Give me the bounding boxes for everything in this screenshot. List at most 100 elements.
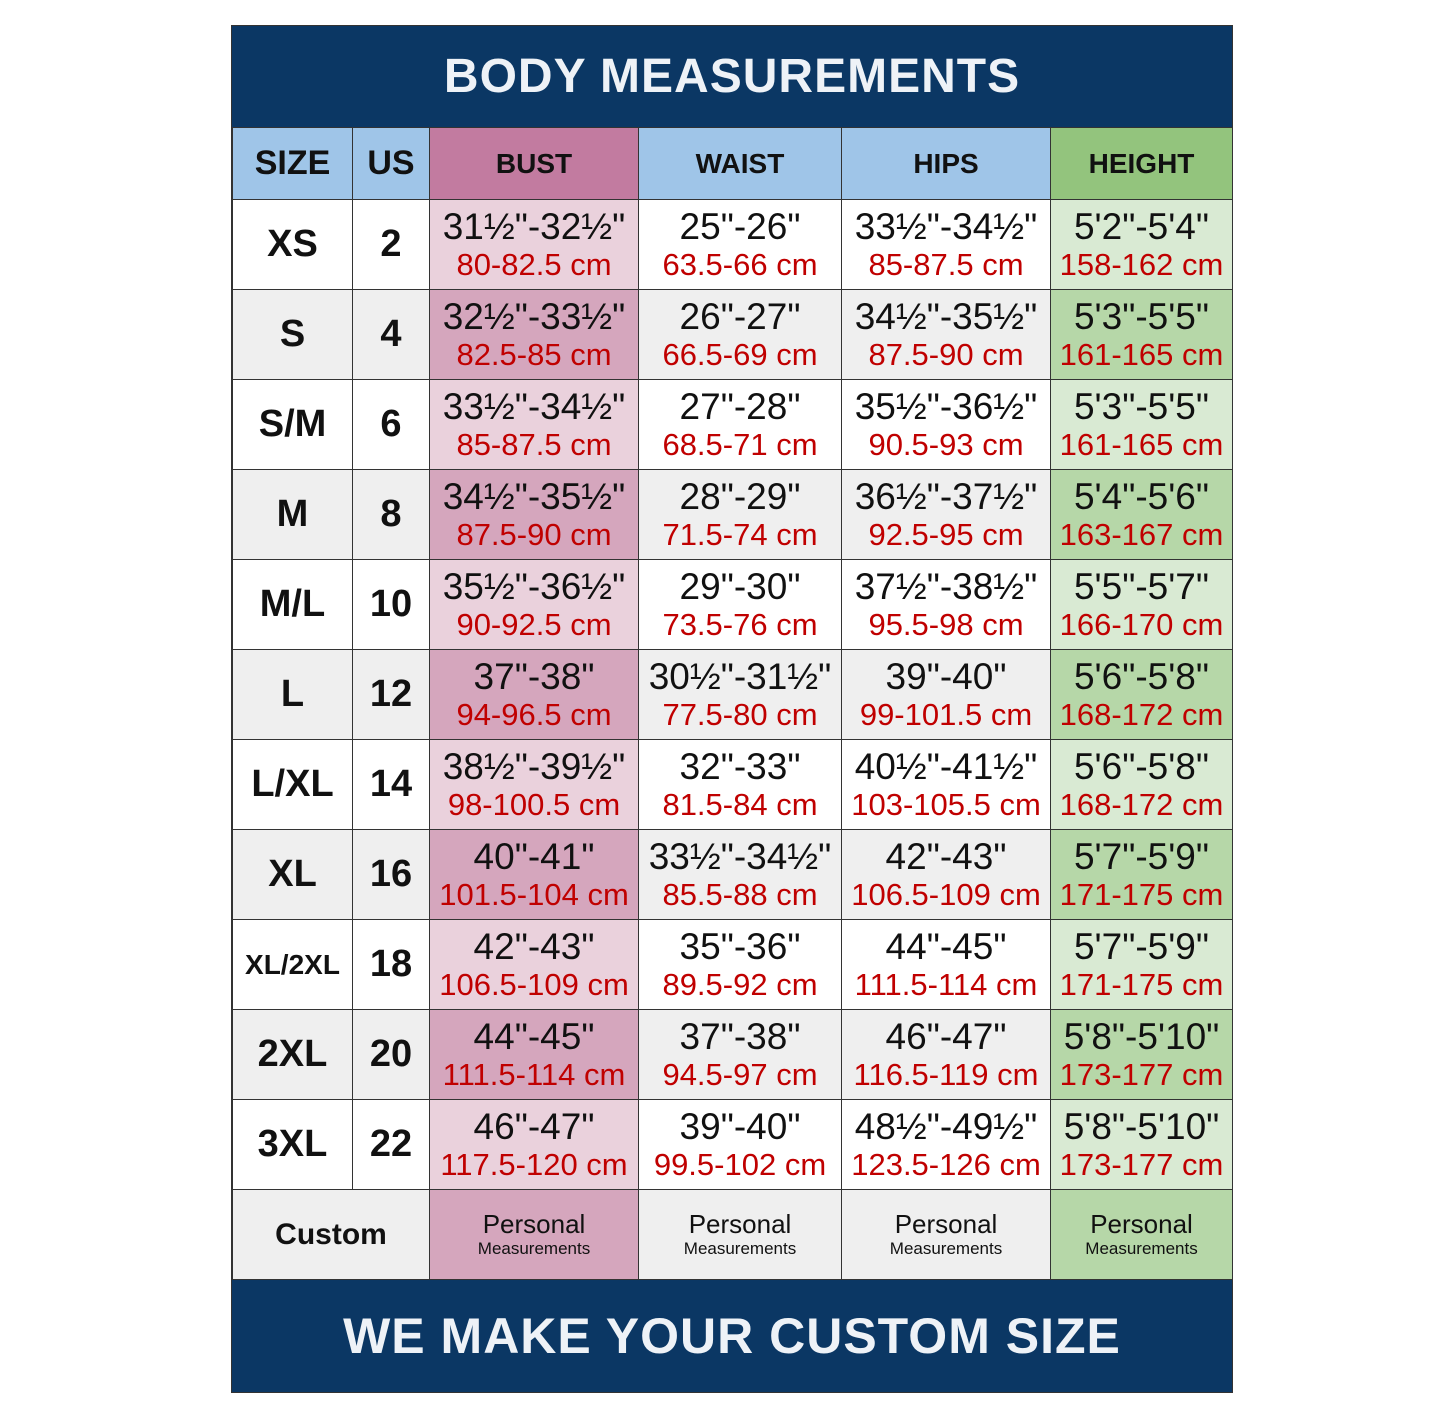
height-cell: 5'8"-5'10" 173-177 cm [1050, 1009, 1233, 1100]
hips-cell: 36½"-37½" 92.5-95 cm [841, 469, 1051, 560]
header-row: SIZE US BUST WAIST HIPS HEIGHT [232, 127, 1233, 200]
hips-inches: 34½"-35½" [854, 295, 1038, 337]
hips-cell: 33½"-34½" 85-87.5 cm [841, 199, 1051, 290]
waist-inches: 30½"-31½" [648, 655, 832, 697]
size-cell: L/XL [232, 739, 353, 830]
height-inches: 5'6"-5'8" [1073, 745, 1210, 787]
us-size: 8 [380, 493, 402, 535]
bust-cm: 106.5-109 cm [439, 966, 629, 1002]
waist-cell: 39"-40" 99.5-102 cm [638, 1099, 842, 1190]
us-cell: 12 [352, 649, 430, 740]
hips-inches: 36½"-37½" [854, 475, 1038, 517]
hips-inches: 33½"-34½" [854, 205, 1038, 247]
bust-cell: 40"-41" 101.5-104 cm [429, 829, 639, 920]
waist-cm: 68.5-71 cm [662, 426, 818, 462]
waist-inches: 27"-28" [679, 385, 801, 427]
waist-cm: 63.5-66 cm [662, 246, 818, 282]
us-size: 6 [380, 403, 402, 445]
header-bust: BUST [429, 127, 639, 200]
table-row: XL 16 40"-41" 101.5-104 cm 33½"-34½" 85.5-88 … [232, 829, 1233, 920]
height-inches: 5'3"-5'5" [1073, 295, 1210, 337]
us-size: 22 [369, 1123, 413, 1165]
waist-cm: 71.5-74 cm [662, 516, 818, 552]
waist-inches: 26"-27" [679, 295, 801, 337]
bust-inches: 40"-41" [473, 835, 595, 877]
height-cm: 163-167 cm [1059, 516, 1224, 552]
hips-cell: 35½"-36½" 90.5-93 cm [841, 379, 1051, 470]
bust-inches: 44"-45" [473, 1015, 595, 1057]
bust-cell: 37"-38" 94-96.5 cm [429, 649, 639, 740]
hips-inches: 44"-45" [885, 925, 1007, 967]
size-cell: S/M [232, 379, 353, 470]
custom-label: Custom [275, 1217, 387, 1251]
waist-inches: 29"-30" [679, 565, 801, 607]
height-custom-cell: Personal Measurements [1050, 1189, 1233, 1280]
size-label: S/M [258, 403, 327, 445]
size-label: M/L [259, 583, 326, 625]
hips-inches: 46"-47" [885, 1015, 1007, 1057]
us-cell: 18 [352, 919, 430, 1010]
bust-cell: 34½"-35½" 87.5-90 cm [429, 469, 639, 560]
table-row: S 4 32½"-33½" 82.5-85 cm 26"-27" 66.5-69 cm 34… [232, 289, 1233, 380]
bust-cm: 94-96.5 cm [456, 696, 612, 732]
us-size: 20 [369, 1033, 413, 1075]
bust-cm: 117.5-120 cm [440, 1146, 628, 1182]
bust-inches: 34½"-35½" [442, 475, 626, 517]
bust-inches: 31½"-32½" [442, 205, 626, 247]
size-cell: 3XL [232, 1099, 353, 1190]
size-cell: S [232, 289, 353, 380]
bust-cell: 46"-47" 117.5-120 cm [429, 1099, 639, 1190]
hips-cm: 106.5-109 cm [851, 876, 1041, 912]
table-row: S/M 6 33½"-34½" 85-87.5 cm 27"-28" 68.5-71 cm… [232, 379, 1233, 470]
height-inches: 5'5"-5'7" [1073, 565, 1210, 607]
header-hips: HIPS [841, 127, 1051, 200]
bust-inches: 46"-47" [473, 1105, 595, 1147]
custom-row: Custom Personal Measurements Personal Measur… [232, 1189, 1233, 1280]
hips-cm: 87.5-90 cm [868, 336, 1024, 372]
us-size: 10 [369, 583, 413, 625]
height-cm: 171-175 cm [1059, 966, 1224, 1002]
waist-cell: 35"-36" 89.5-92 cm [638, 919, 842, 1010]
hips-cm: 123.5-126 cm [851, 1146, 1041, 1182]
measurements-text: Measurements [1085, 1238, 1198, 1258]
height-cell: 5'4"-5'6" 163-167 cm [1050, 469, 1233, 560]
hips-cell: 48½"-49½" 123.5-126 cm [841, 1099, 1051, 1190]
waist-custom-cell: Personal Measurements [638, 1189, 842, 1280]
size-cell: XL/2XL [232, 919, 353, 1010]
size-label: L [280, 673, 305, 715]
measurements-text: Measurements [889, 1238, 1003, 1258]
us-size: 12 [369, 673, 413, 715]
bust-custom-cell: Personal Measurements [429, 1189, 639, 1280]
bust-cell: 42"-43" 106.5-109 cm [429, 919, 639, 1010]
height-inches: 5'3"-5'5" [1073, 385, 1210, 427]
waist-cm: 77.5-80 cm [662, 696, 818, 732]
measurements-text: Measurements [683, 1238, 797, 1258]
hips-cell: 40½"-41½" 103-105.5 cm [841, 739, 1051, 830]
waist-cm: 66.5-69 cm [662, 336, 818, 372]
hips-custom-cell: Personal Measurements [841, 1189, 1051, 1280]
table-row: XS 2 31½"-32½" 80-82.5 cm 25"-26" 63.5-66 cm 3… [232, 199, 1233, 290]
waist-cell: 30½"-31½" 77.5-80 cm [638, 649, 842, 740]
height-cell: 5'8"-5'10" 173-177 cm [1050, 1099, 1233, 1190]
height-inches: 5'7"-5'9" [1073, 835, 1210, 877]
measurements-text: Measurements [477, 1238, 591, 1258]
height-inches: 5'2"-5'4" [1073, 205, 1210, 247]
height-inches: 5'8"-5'10" [1063, 1105, 1220, 1147]
bust-cm: 85-87.5 cm [456, 426, 612, 462]
height-cm: 158-162 cm [1059, 246, 1224, 282]
height-inches: 5'6"-5'8" [1073, 655, 1210, 697]
hips-cell: 37½"-38½" 95.5-98 cm [841, 559, 1051, 650]
personal-text: Personal [1090, 1208, 1193, 1239]
measurements-table: SIZE US BUST WAIST HIPS HEIGHT XS 2 31½"-3… [232, 127, 1233, 1280]
height-cell: 5'7"-5'9" 171-175 cm [1050, 829, 1233, 920]
us-size: 2 [380, 223, 402, 265]
bust-inches: 38½"-39½" [442, 745, 626, 787]
size-label: 2XL [257, 1033, 328, 1075]
height-cell: 5'7"-5'9" 171-175 cm [1050, 919, 1233, 1010]
table-row: M 8 34½"-35½" 87.5-90 cm 28"-29" 71.5-74 cm 36… [232, 469, 1233, 560]
hips-cm: 90.5-93 cm [868, 426, 1024, 462]
bust-inches: 42"-43" [473, 925, 595, 967]
size-label: S [279, 313, 306, 355]
size-label: XS [267, 223, 318, 265]
height-cm: 161-165 cm [1059, 336, 1224, 372]
